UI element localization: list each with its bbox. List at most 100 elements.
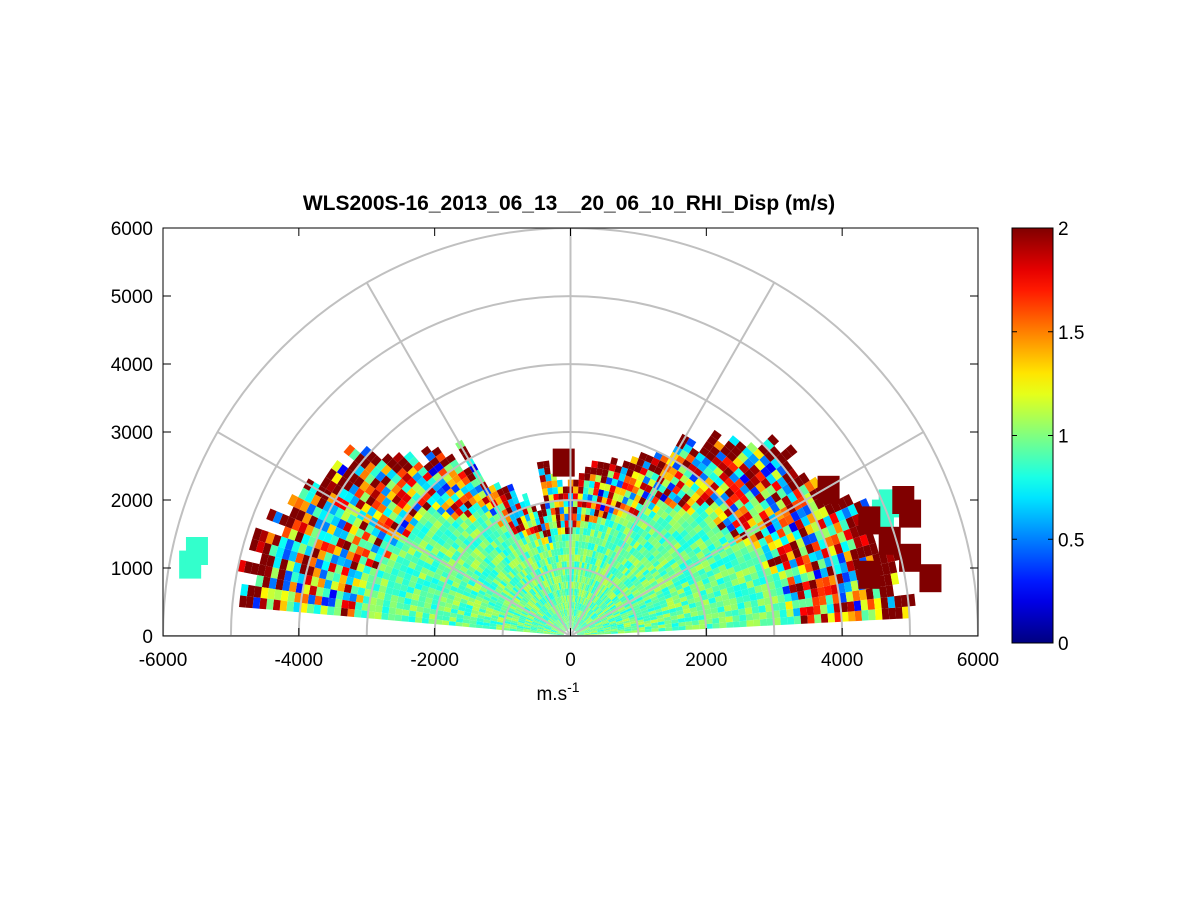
data-cell bbox=[408, 561, 417, 570]
data-cell bbox=[607, 601, 614, 608]
data-cell bbox=[432, 510, 442, 520]
data-cell bbox=[801, 554, 811, 565]
data-cell bbox=[596, 624, 603, 628]
data-cell bbox=[637, 585, 645, 592]
data-cell bbox=[565, 595, 568, 603]
data-cell bbox=[775, 453, 787, 465]
data-cell bbox=[627, 554, 635, 562]
data-cell bbox=[635, 582, 643, 590]
data-cell bbox=[553, 623, 560, 629]
data-cell bbox=[628, 613, 636, 619]
data-cell bbox=[318, 509, 329, 521]
data-cell bbox=[381, 606, 390, 614]
data-cell bbox=[497, 619, 505, 623]
data-cell bbox=[416, 486, 427, 497]
data-cell bbox=[845, 516, 856, 529]
data-cell bbox=[703, 515, 713, 525]
data-cell bbox=[542, 488, 549, 496]
data-cell bbox=[326, 480, 337, 493]
data-cell bbox=[758, 537, 768, 547]
data-cell bbox=[397, 457, 409, 468]
data-cell bbox=[529, 571, 536, 579]
data-cell bbox=[623, 578, 631, 585]
data-cell bbox=[787, 480, 799, 492]
data-cell bbox=[810, 560, 820, 571]
data-cell bbox=[628, 564, 636, 572]
data-cell bbox=[562, 568, 566, 576]
data-cell bbox=[584, 576, 589, 584]
data-cell bbox=[548, 592, 554, 600]
data-cell bbox=[571, 554, 575, 562]
data-cell bbox=[326, 606, 335, 616]
data-cell bbox=[543, 631, 551, 634]
data-cell bbox=[484, 546, 492, 555]
data-cell bbox=[619, 533, 627, 541]
data-cell bbox=[524, 551, 531, 559]
data-cell bbox=[307, 515, 319, 528]
data-cell bbox=[381, 612, 389, 620]
data-cell bbox=[543, 495, 550, 503]
data-cell bbox=[639, 576, 647, 583]
data-cell bbox=[592, 616, 599, 622]
data-cell bbox=[532, 606, 539, 612]
data-cell bbox=[558, 618, 564, 625]
data-cell bbox=[624, 626, 632, 630]
data-cell bbox=[494, 576, 502, 583]
data-cell bbox=[580, 604, 584, 611]
data-cell bbox=[788, 584, 798, 594]
data-cell bbox=[519, 501, 527, 509]
data-cell bbox=[754, 459, 766, 471]
data-cell bbox=[745, 558, 755, 568]
data-cell bbox=[548, 563, 553, 571]
data-cell bbox=[475, 596, 483, 602]
colorbar-tick-label: 1 bbox=[1058, 427, 1069, 448]
data-cell bbox=[530, 555, 537, 564]
data-cell bbox=[473, 569, 482, 577]
data-cell bbox=[457, 610, 465, 616]
data-cell bbox=[508, 544, 515, 553]
data-cell bbox=[288, 550, 298, 563]
data-cell bbox=[581, 562, 585, 570]
data-cell bbox=[512, 550, 519, 558]
data-cell bbox=[585, 507, 591, 516]
data-cell bbox=[633, 525, 641, 534]
data-cell bbox=[575, 609, 578, 617]
data-cell bbox=[490, 540, 498, 549]
data-cell bbox=[706, 592, 715, 599]
data-cell bbox=[459, 503, 468, 513]
data-cell bbox=[483, 567, 492, 575]
data-cell bbox=[521, 492, 529, 501]
data-cell bbox=[620, 597, 628, 603]
data-cell bbox=[458, 584, 466, 591]
data-cell bbox=[353, 476, 365, 488]
data-cell bbox=[793, 607, 801, 617]
data-cell bbox=[804, 480, 815, 493]
data-cell bbox=[575, 602, 579, 610]
data-cell bbox=[617, 563, 624, 571]
data-cell bbox=[428, 618, 436, 625]
data-cell bbox=[721, 555, 731, 565]
data-cell bbox=[616, 602, 623, 608]
data-cell bbox=[846, 601, 855, 612]
data-cell bbox=[563, 575, 566, 582]
data-cell bbox=[580, 622, 586, 628]
data-cell bbox=[524, 499, 531, 508]
data-cell bbox=[582, 555, 587, 563]
data-cell bbox=[714, 572, 723, 580]
data-cell bbox=[510, 603, 517, 609]
data-cell bbox=[585, 535, 590, 543]
data-cell bbox=[268, 577, 278, 590]
data-cell bbox=[710, 429, 722, 441]
data-cell bbox=[478, 589, 486, 596]
data-cell bbox=[698, 520, 708, 529]
data-cell bbox=[665, 554, 674, 563]
data-cell bbox=[583, 630, 591, 633]
data-cell bbox=[724, 440, 736, 452]
data-cell bbox=[544, 626, 552, 630]
data-cell bbox=[555, 622, 561, 628]
data-cell bbox=[386, 469, 397, 480]
data-cell bbox=[622, 460, 631, 469]
data-cell bbox=[412, 569, 421, 578]
data-cell bbox=[561, 610, 565, 617]
data-cell bbox=[602, 621, 609, 625]
